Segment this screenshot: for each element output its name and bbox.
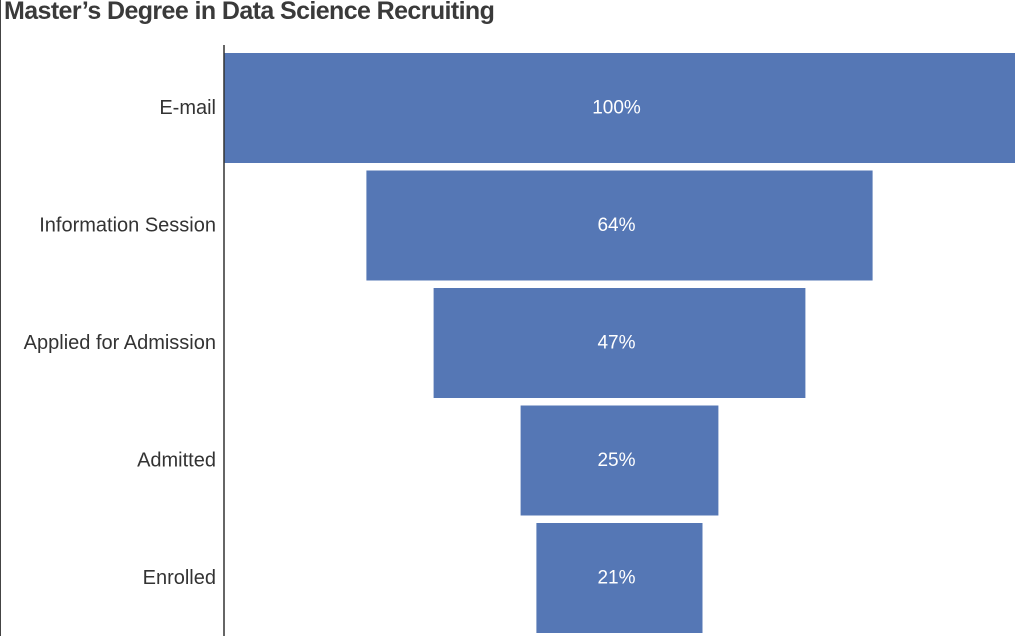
category-label-information-session: Information Session — [39, 215, 216, 237]
funnel-bar-admitted — [520, 405, 719, 516]
value-label-enrolled: 21% — [597, 568, 635, 589]
category-label-e-mail: E-mail — [159, 97, 216, 119]
value-labels: 100% 64% 47% 25% 21% — [592, 98, 641, 589]
funnel-bar-applied-for-admission — [433, 288, 806, 398]
value-label-applied-for-admission: 47% — [597, 333, 635, 354]
funnel-bar-enrolled — [536, 523, 703, 633]
category-labels: E-mail Information Session Applied for Adm… — [24, 97, 216, 589]
funnel-bar-information-session — [366, 170, 873, 281]
category-label-applied-for-admission: Applied for Admission — [24, 332, 216, 354]
value-label-information-session: 64% — [597, 215, 635, 236]
category-label-admitted: Admitted — [137, 450, 216, 472]
category-label-enrolled: Enrolled — [143, 567, 216, 589]
value-label-admitted: 25% — [597, 450, 635, 471]
funnel-bar-e-mail — [224, 53, 1015, 163]
bars-layer — [224, 53, 1015, 633]
chart-title: Master’s Degree in Data Science Recruiti… — [4, 0, 495, 25]
value-label-e-mail: 100% — [592, 98, 641, 119]
left-border — [0, 0, 1, 636]
